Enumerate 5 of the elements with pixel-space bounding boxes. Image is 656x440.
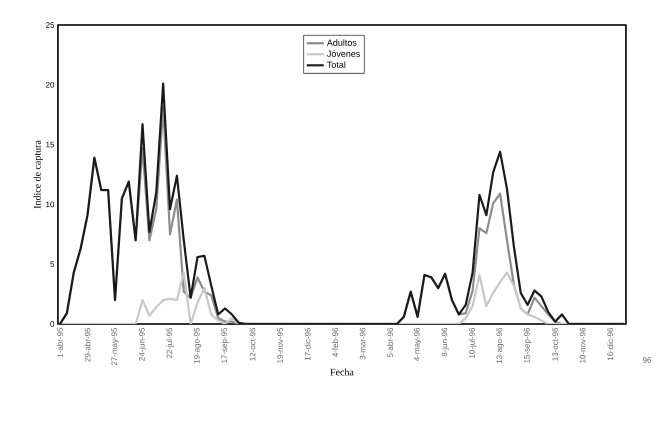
- x-axis-title: Fecha: [330, 368, 354, 376]
- legend-label: Jóvenes: [327, 50, 360, 57]
- y-axis-title: Indice de captura: [34, 140, 43, 208]
- legend-label: Adultos: [326, 39, 356, 46]
- legend-label: Total: [327, 61, 346, 68]
